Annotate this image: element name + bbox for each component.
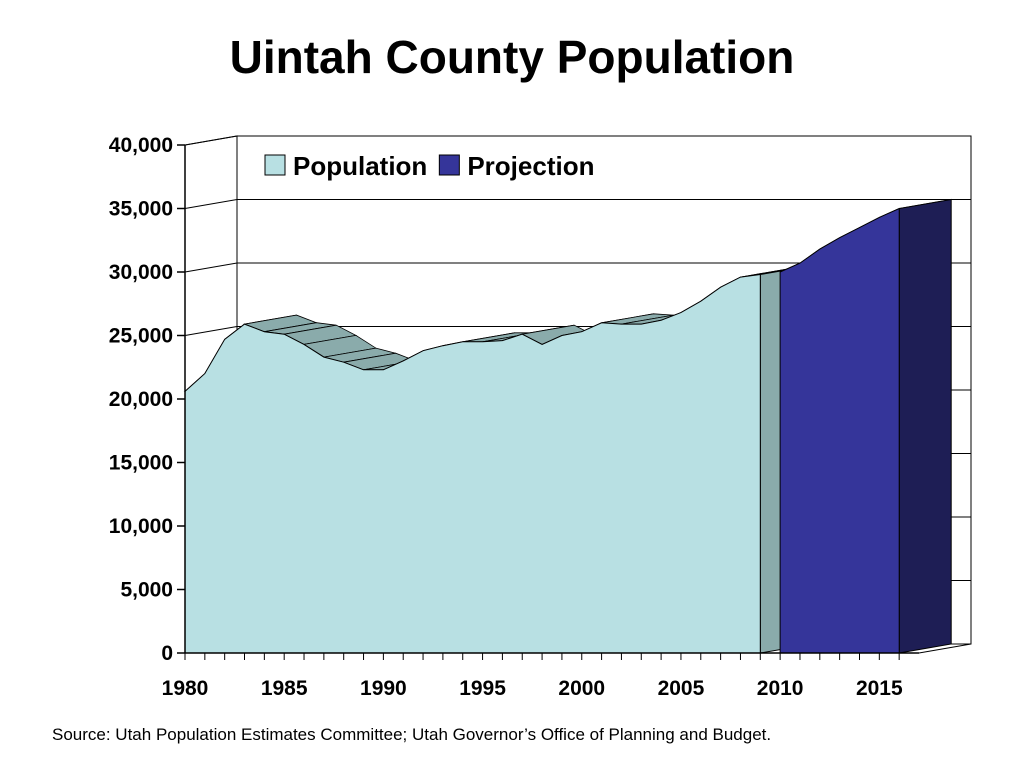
area-series-population (184, 273, 761, 654)
legend-label-population: Population (293, 151, 427, 181)
y-tick-label: 35,000 (109, 198, 173, 221)
y-tick-label: 10,000 (109, 515, 173, 538)
gridline (184, 262, 971, 273)
legend-swatch-population (264, 154, 286, 176)
chart-title: Uintah County Population (229, 31, 795, 83)
x-tick-label: 1990 (360, 677, 407, 700)
x-tick-label: 1980 (162, 677, 209, 700)
area-series-projection (779, 207, 900, 654)
x-tick-label: 2000 (558, 677, 605, 700)
y-tick-label: 0 (161, 642, 173, 665)
legend-label-projection: Projection (467, 151, 594, 181)
y-tick-label: 25,000 (109, 325, 173, 348)
y-tick-label: 40,000 (109, 134, 173, 157)
x-tick-label: 1995 (459, 677, 506, 700)
area-side-projection (898, 198, 952, 654)
x-tick-label: 2005 (658, 677, 705, 700)
source-note: Source: Utah Population Estimates Commit… (52, 725, 772, 744)
y-tick-label: 5,000 (120, 579, 173, 602)
legend-swatch-projection (438, 154, 460, 176)
y-tick-label: 20,000 (109, 388, 173, 411)
x-tick-label: 2010 (757, 677, 804, 700)
x-tick-label: 1985 (261, 677, 308, 700)
gridline (184, 135, 971, 146)
gridline (184, 199, 971, 209)
x-tick-label: 2015 (856, 677, 903, 700)
y-tick-label: 15,000 (109, 452, 173, 475)
y-tick-label: 30,000 (109, 261, 173, 284)
